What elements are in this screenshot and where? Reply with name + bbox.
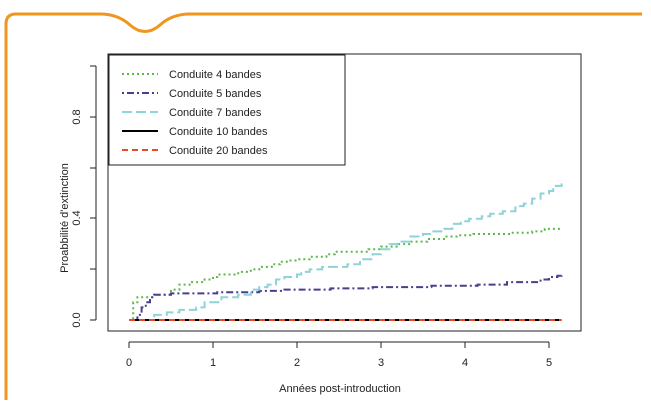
legend-label-5-bandes: Conduite 5 bandes (169, 88, 262, 100)
legend: Conduite 4 bandes Conduite 5 bandes Cond… (108, 54, 346, 166)
x-tick-label-5: 5 (546, 357, 552, 369)
x-tick-label-3: 3 (378, 357, 384, 369)
series-line-conduite-7-bandes (129, 183, 563, 321)
legend-label-4-bandes: Conduite 4 bandes (169, 69, 262, 81)
x-axis-label: Années post-introduction (279, 383, 401, 395)
frame-border (4, 12, 642, 400)
y-tick-label-1: 0.4 (71, 210, 83, 225)
series-line-conduite-4-bandes (129, 227, 562, 321)
legend-label-7-bandes: Conduite 7 bandes (169, 107, 262, 119)
y-axis: 0.0 0.4 0.8 Proabbilité d'extinction (59, 65, 97, 328)
legend-label-10-bandes: Conduite 10 bandes (169, 126, 268, 138)
series-layer (129, 183, 563, 321)
legend-label-20-bandes: Conduite 20 bandes (169, 145, 268, 157)
series-line-conduite-5-bandes (129, 274, 563, 321)
y-tick-label-0: 0.0 (71, 312, 83, 327)
x-axis: 0 1 2 3 4 5 Années post-introduction (126, 341, 552, 395)
y-axis-label: Proabbilité d'extinction (59, 163, 71, 273)
y-tick-label-2: 0.8 (71, 109, 83, 124)
x-tick-label-1: 1 (210, 357, 216, 369)
plot-box (107, 53, 582, 332)
x-tick-label-0: 0 (126, 357, 132, 369)
x-tick-label-4: 4 (462, 357, 468, 369)
x-tick-label-2: 2 (294, 357, 300, 369)
